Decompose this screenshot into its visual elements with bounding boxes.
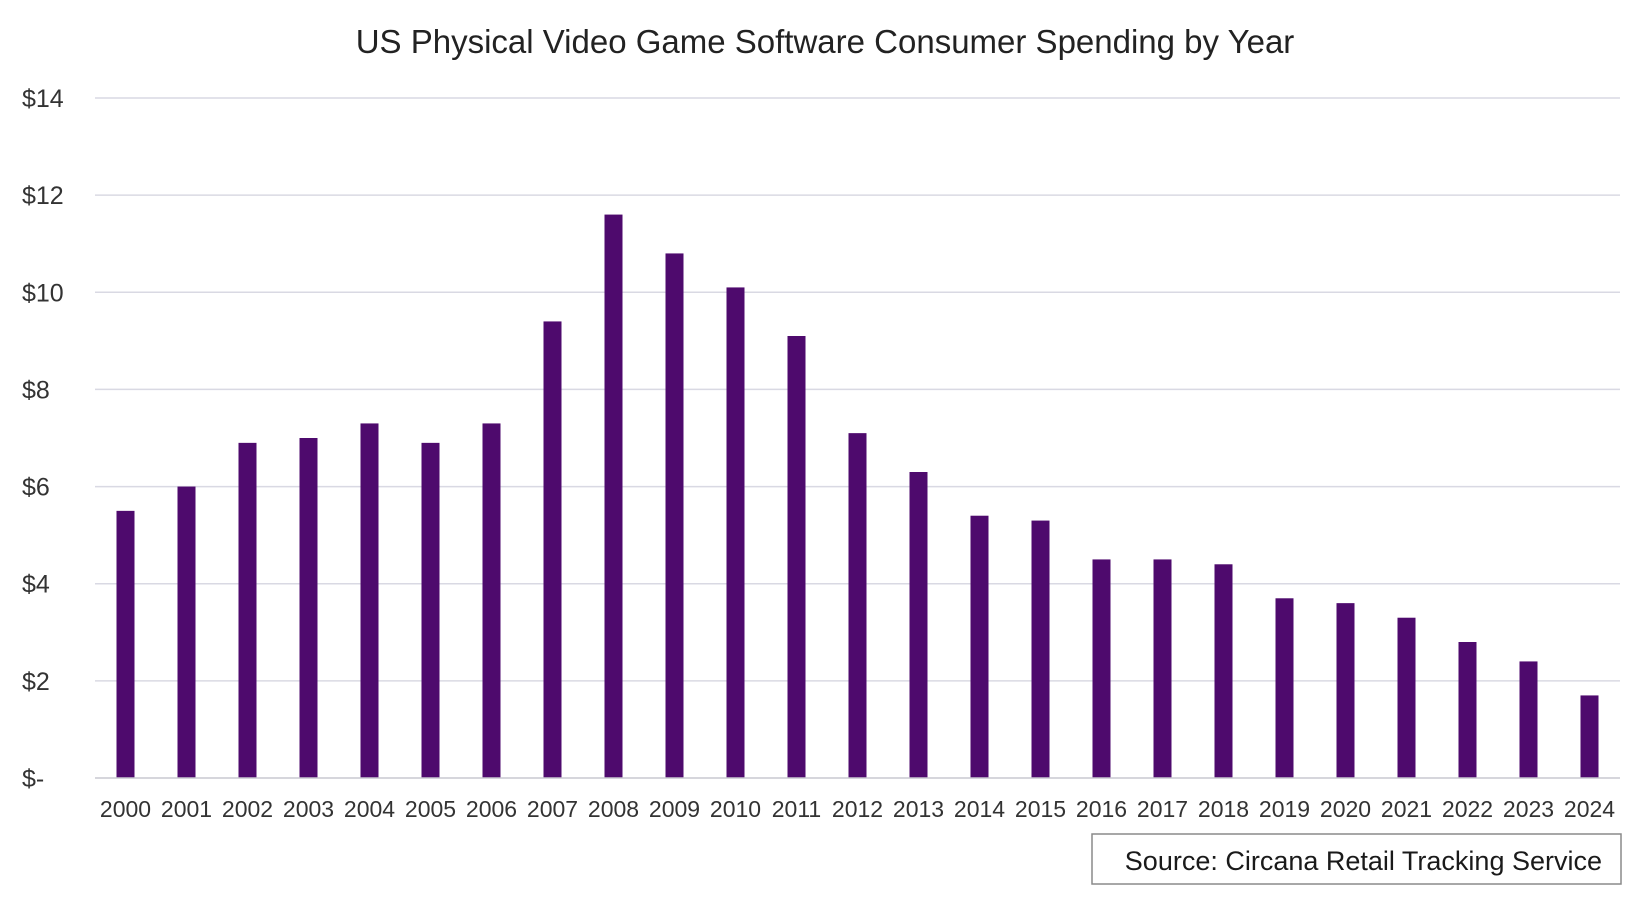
x-tick-label: 2005 bbox=[405, 796, 456, 822]
x-tick-label: 2008 bbox=[588, 796, 639, 822]
x-tick-label: 2013 bbox=[893, 796, 944, 822]
y-tick-label: $14 bbox=[22, 85, 64, 113]
x-tick-label: 2020 bbox=[1320, 796, 1371, 822]
x-axis-tick-labels: 2000 2001 2002 2003 2004 2005 2006 2007 2008 2009… bbox=[100, 796, 1615, 822]
y-tick-label: $4 bbox=[22, 571, 50, 599]
x-tick-label: 2016 bbox=[1076, 796, 1127, 822]
bar-2012 bbox=[848, 433, 867, 778]
bar-2008 bbox=[604, 214, 623, 779]
x-tick-label: 2003 bbox=[283, 796, 334, 822]
y-tick-label: $2 bbox=[22, 668, 50, 696]
x-tick-label: 2009 bbox=[649, 796, 700, 822]
bar-2001 bbox=[177, 486, 196, 778]
x-tick-label: 2023 bbox=[1503, 796, 1554, 822]
x-tick-label: 2007 bbox=[527, 796, 578, 822]
y-axis-tick-labels: $- $2 $4 $6 $8 $10 $12 $14 bbox=[22, 85, 64, 793]
source-box bbox=[1091, 833, 1622, 885]
bar-2016 bbox=[1092, 559, 1111, 778]
x-tick-label: 2022 bbox=[1442, 796, 1493, 822]
bar-2005 bbox=[421, 442, 440, 778]
x-tick-label: 2015 bbox=[1015, 796, 1066, 822]
bar-2017 bbox=[1153, 559, 1172, 778]
bar-2023 bbox=[1519, 661, 1538, 778]
y-tick-label: $6 bbox=[22, 474, 50, 502]
bar-2007 bbox=[543, 321, 562, 778]
y-tick-label: $10 bbox=[22, 279, 64, 307]
bar-2019 bbox=[1275, 598, 1294, 778]
bar-2011 bbox=[787, 336, 806, 778]
bar-2003 bbox=[299, 438, 318, 778]
bar-2015 bbox=[1031, 520, 1050, 778]
x-tick-label: 2001 bbox=[161, 796, 212, 822]
bar-2022 bbox=[1458, 642, 1477, 778]
bar-2014 bbox=[970, 515, 989, 778]
x-tick-label: 2019 bbox=[1259, 796, 1310, 822]
x-tick-label: 2004 bbox=[344, 796, 395, 822]
x-tick-label: 2002 bbox=[222, 796, 273, 822]
source-note: Source: Circana Retail Tracking Service bbox=[1125, 846, 1602, 876]
x-tick-label: 2024 bbox=[1564, 796, 1615, 822]
chart-title: US Physical Video Game Software Consumer… bbox=[356, 23, 1295, 60]
bar-2010 bbox=[726, 287, 745, 778]
bar-2018 bbox=[1214, 564, 1233, 778]
x-tick-label: 2010 bbox=[710, 796, 761, 822]
x-tick-label: 2000 bbox=[100, 796, 151, 822]
bars bbox=[116, 214, 1599, 779]
x-tick-label: 2018 bbox=[1198, 796, 1249, 822]
x-tick-label: 2006 bbox=[466, 796, 517, 822]
bar-2006 bbox=[482, 423, 501, 778]
y-tick-label: $8 bbox=[22, 376, 50, 404]
bar-2000 bbox=[116, 510, 135, 778]
bar-2021 bbox=[1397, 617, 1416, 778]
bar-2004 bbox=[360, 423, 379, 778]
x-tick-label: 2021 bbox=[1381, 796, 1432, 822]
y-tick-label: $12 bbox=[22, 182, 64, 210]
bar-2020 bbox=[1336, 603, 1355, 778]
y-tick-label: $- bbox=[22, 765, 44, 793]
bar-2013 bbox=[909, 472, 928, 778]
bar-2002 bbox=[238, 442, 257, 778]
bar-2009 bbox=[665, 253, 684, 778]
x-tick-label: 2012 bbox=[832, 796, 883, 822]
x-tick-label: 2017 bbox=[1137, 796, 1188, 822]
x-tick-label: 2011 bbox=[772, 796, 821, 822]
bar-2024 bbox=[1580, 695, 1599, 778]
x-tick-label: 2014 bbox=[954, 796, 1005, 822]
